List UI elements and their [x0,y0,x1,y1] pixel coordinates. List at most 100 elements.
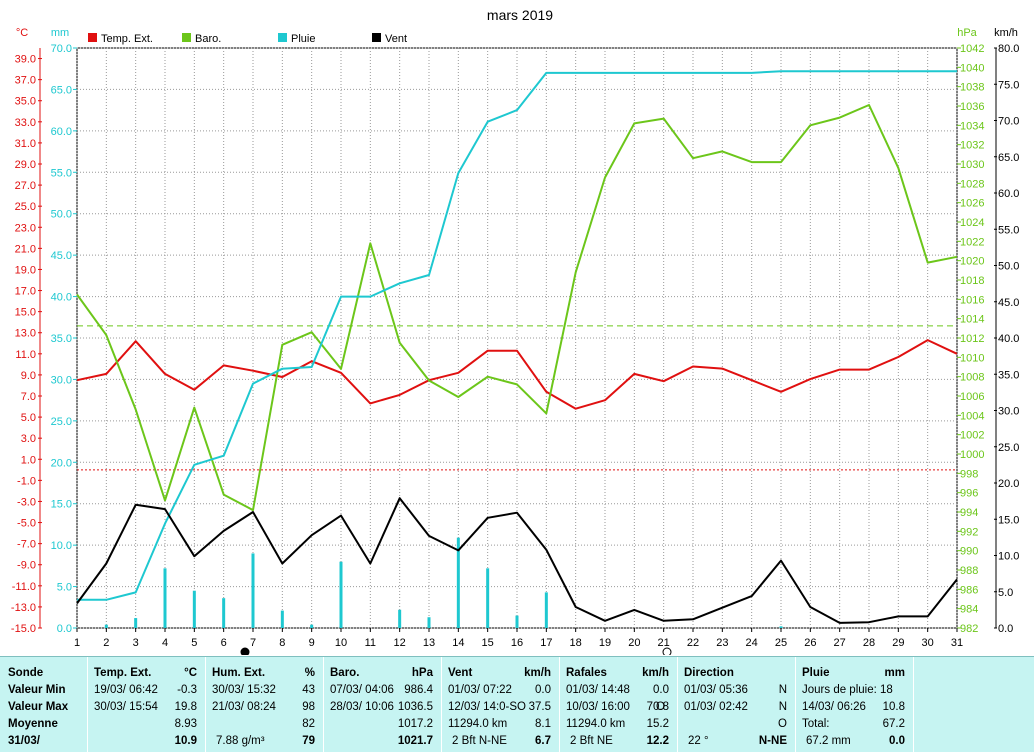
tick-label-pluie: 60.0 [51,126,72,138]
moon-phase-icon [240,647,250,655]
axis-vent: 0.0 5.0 10.0 15.0 20.0 25.0 30.0 35.0 40.0 45.0 50… [994,43,1019,635]
temp-max-date: 30/03/ 15:54 [94,701,158,713]
grid [76,47,958,629]
tick-label-baro: 1026 [960,198,984,210]
baro-avg: 1017.2 [397,718,433,730]
rafales-distance: 11294.0 km [566,718,626,730]
tick-label-temp: 21.0 [15,243,36,255]
x-tick-label: 10 [335,637,347,649]
x-tick-label: 25 [775,637,787,649]
series-lines [76,70,958,624]
tick-label-baro: 1008 [960,372,984,384]
x-tick-label: 28 [863,637,875,649]
tick-label-temp: 7.0 [21,391,36,403]
x-tick-label: 24 [746,637,758,649]
rain-bar [486,568,490,628]
tick-label-temp: 3.0 [21,433,36,445]
tick-label-baro: 1010 [960,352,984,364]
tick-label-temp: 37.0 [15,75,36,87]
tick-label-baro: 990 [960,546,978,558]
tick-label-baro: 1036 [960,101,984,113]
series-line-baro [76,104,958,512]
rain-bar [310,624,314,628]
hum-unit: % [304,667,315,679]
x-tick-label: 8 [279,637,285,649]
summary-col-hum: Hum. Ext.% 30/03/ 15:32 43 21/03/ 08:24 98… [206,657,324,752]
rafales-unit: km/h [642,667,669,679]
summary-panel: Sonde Valeur Min Valeur Max Moyenne 31/0… [0,656,1034,752]
legend-label: Pluie [291,33,315,45]
rain-bar [779,626,783,628]
hum-min-value: 43 [302,684,315,696]
x-tick-label: 12 [394,637,406,649]
direction-avg: O [778,718,787,730]
chart-title: mars 2019 [487,7,553,23]
baro-header: Baro. [330,667,360,679]
tick-label-baro: 1006 [960,391,984,403]
x-tick-label: 3 [133,637,139,649]
rafales-current: 12.2 [646,735,669,747]
rafales-beaufort: 2 Bft NE [570,735,613,747]
tick-label-baro: 982 [960,623,978,635]
legend: Temp. Ext. Baro. Pluie Vent [88,33,407,45]
tick-label-baro: 1040 [960,62,984,74]
tick-label-pluie: 25.0 [51,416,72,428]
tick-label-vent: 20.0 [998,478,1019,490]
chart-canvas: mars 2019 Temp. Ext. Baro. Pluie Vent °C mm… [11,7,1019,655]
rain-bar [280,610,284,628]
axis-baro: 982 984 986 988 990 992 994 996 998 1000 1002 1004 1… [957,43,984,635]
tick-label-pluie: 0.0 [57,623,72,635]
legend-label: Temp. Ext. [101,33,153,45]
label-sonde: Sonde [8,667,44,679]
baro-min-value: 986.4 [404,684,433,696]
x-tick-label: 23 [716,637,728,649]
tick-label-baro: 1000 [960,449,984,461]
label-min: Valeur Min [8,684,66,696]
x-axis: 1 2 3 4 5 6 7 8 9 10 11 12 13 14 15 16 17 18 19 20 21 22 23 24 2… [74,628,963,649]
tick-label-pluie: 65.0 [51,84,72,96]
series-line-temp [76,339,958,410]
unit-baro: hPa [957,27,977,39]
pluie-unit: mm [884,667,905,679]
tick-label-vent: 5.0 [998,587,1013,599]
pluie-header: Pluie [802,667,830,679]
tick-label-pluie: 35.0 [51,333,72,345]
tick-label-temp: -3.0 [17,496,36,508]
tick-label-temp: 33.0 [15,117,36,129]
temp-max-value: 19.8 [174,701,197,713]
tick-label-vent: 35.0 [998,369,1019,381]
vent-max-date: 12/03/ 14:0-SO [448,701,526,713]
tick-label-pluie: 40.0 [51,292,72,304]
tick-label-baro: 1034 [960,120,984,132]
tick-label-temp: -13.0 [11,602,36,614]
legend-swatch [88,33,97,42]
direction-min-value: N [778,684,787,696]
summary-col-rafales: Rafales km/h 01/03/ 14:48 0.0 10/03/ 16:00… [560,657,678,752]
baro-current: 1021.7 [397,735,433,747]
temp-min-date: 19/03/ 06:42 [94,684,158,696]
hum-max-value: 98 [302,701,315,713]
tick-label-temp: 15.0 [15,307,36,319]
vent-current: 6.7 [535,735,551,747]
x-tick-label: 4 [162,637,168,649]
rafales-min-value: 0.0 [653,684,669,696]
tick-label-temp: -11.0 [12,581,36,593]
rain-bar [192,590,196,628]
unit-pluie: mm [51,27,69,39]
x-tick-label: 1 [74,637,80,649]
tick-label-temp: 31.0 [15,138,36,150]
hum-min-date: 30/03/ 15:32 [212,684,276,696]
x-tick-label: 21 [658,637,670,649]
tick-label-temp: 9.0 [21,370,36,382]
tick-label-baro: 984 [960,604,978,616]
tick-label-baro: 994 [960,507,978,519]
tick-label-temp: 1.0 [21,454,36,466]
tick-label-baro: 992 [960,526,978,538]
tick-label-baro: 1018 [960,275,984,287]
rafales-max-direction: O [656,701,665,713]
rain-bars [104,537,783,628]
rain-bar [251,553,255,628]
tick-label-baro: 1014 [960,314,984,326]
temp-current: 10.9 [174,735,197,747]
vent-avg: 8.1 [535,718,551,730]
